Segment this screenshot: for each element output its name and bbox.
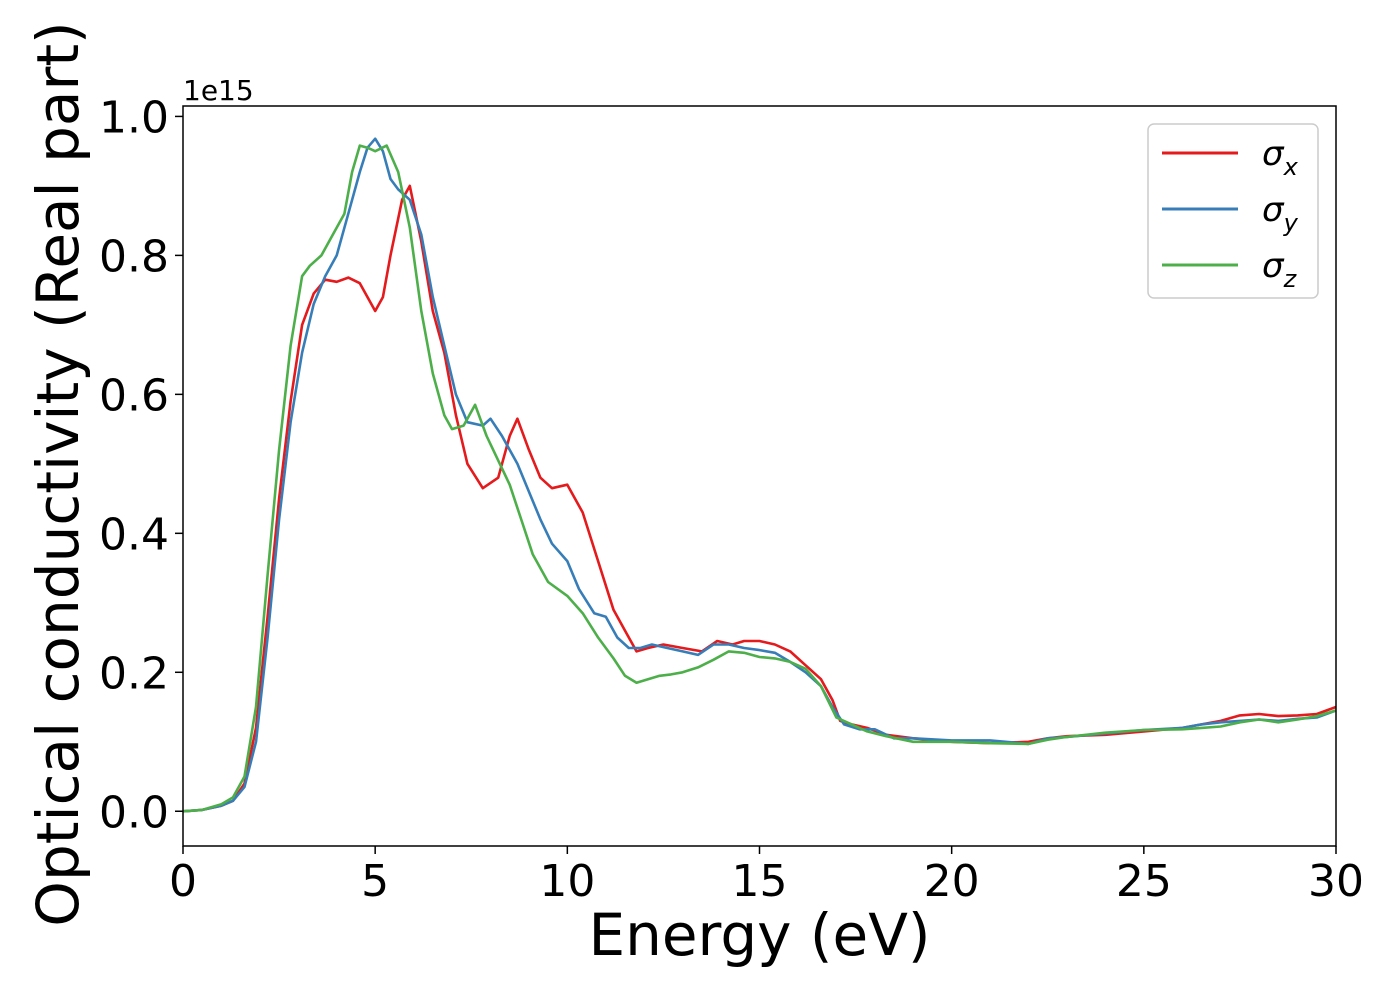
y-tick-label: 0.0 xyxy=(99,787,169,838)
x-tick-label: 30 xyxy=(1308,856,1364,907)
legend-label: σz xyxy=(1262,246,1298,293)
legend-item-z: σz xyxy=(1162,246,1298,293)
y-axis-title: Optical conductivity (Real part) xyxy=(24,21,92,926)
legend-item-x: σx xyxy=(1162,134,1299,181)
y-offset-label: 1e15 xyxy=(183,74,254,107)
series-layer xyxy=(183,137,1336,813)
y-tick-label: 0.2 xyxy=(99,648,169,699)
y-tick-label: 1.0 xyxy=(99,92,169,143)
y-tick-label: 0.6 xyxy=(99,370,169,421)
legend-item-y: σy xyxy=(1162,190,1299,237)
x-axis-title: Energy (eV) xyxy=(588,901,930,969)
x-tick-label: 25 xyxy=(1116,856,1172,907)
x-tick-label: 10 xyxy=(539,856,595,907)
legend-label: σx xyxy=(1262,134,1299,181)
x-tick-label: 15 xyxy=(732,856,788,907)
y-axis: 0.0 0.2 0.4 0.6 0.8 1.0 xyxy=(99,92,183,838)
x-axis: 0 5 10 15 20 25 30 xyxy=(169,846,1364,907)
x-tick-label: 5 xyxy=(361,856,389,907)
x-tick-label: 0 xyxy=(169,856,197,907)
legend: σx σy σz xyxy=(1147,123,1319,299)
legend-label: σy xyxy=(1262,190,1299,237)
legend-box xyxy=(1147,123,1319,299)
x-tick-label: 20 xyxy=(924,856,980,907)
y-tick-label: 0.4 xyxy=(99,509,169,560)
series-line-z xyxy=(183,144,1336,813)
y-tick-label: 0.8 xyxy=(99,231,169,282)
